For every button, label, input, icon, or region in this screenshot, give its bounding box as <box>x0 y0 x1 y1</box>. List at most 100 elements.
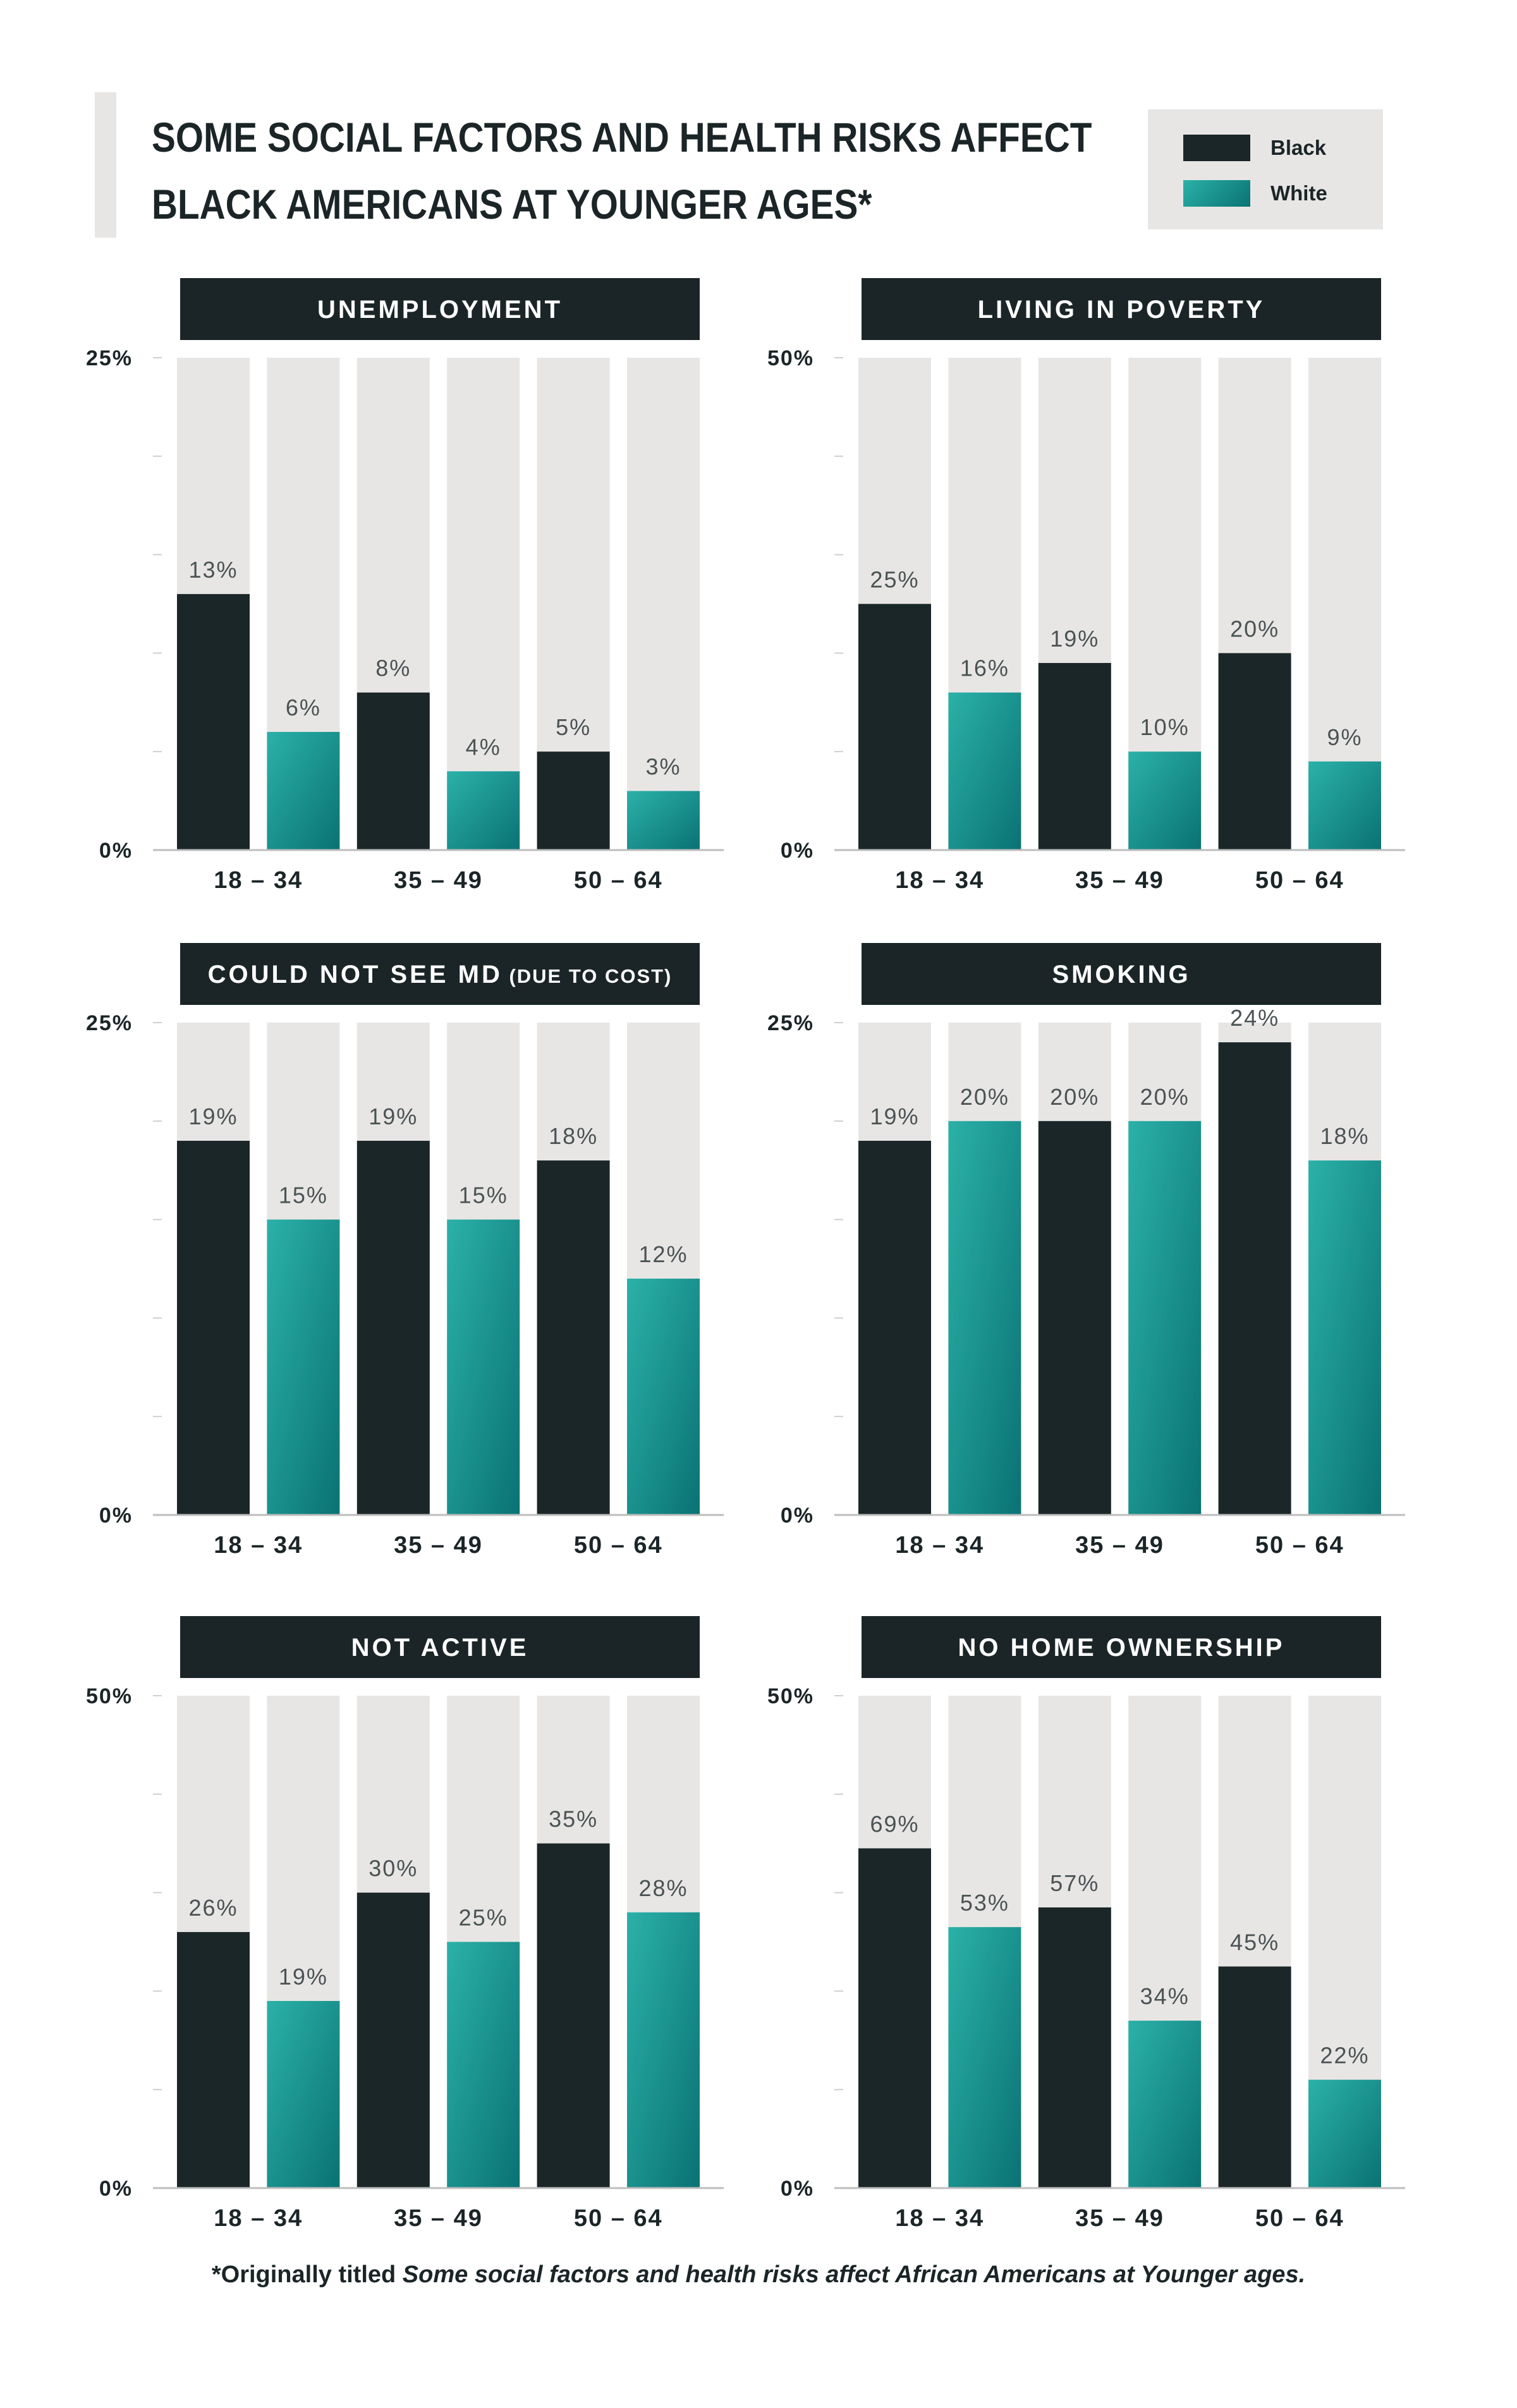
category-label: 18 – 34 <box>895 867 984 894</box>
chart-panel: SMOKING 0% 25% 19% 20% 18 – 34 20% 20% 35 – 49 24… <box>767 943 1405 1559</box>
data-label: 13% <box>188 557 238 583</box>
y-tick-label-max: 25% <box>86 346 133 370</box>
bar-white <box>1128 2021 1202 2188</box>
bar-white <box>627 1279 700 1515</box>
category-label: 35 – 49 <box>1075 1532 1164 1559</box>
data-label: 53% <box>960 1890 1009 1916</box>
bar-white <box>948 1121 1021 1515</box>
data-label: 30% <box>369 1856 418 1882</box>
panel-header-bg <box>862 1616 1381 1678</box>
category-label: 18 – 34 <box>214 2205 303 2232</box>
panel-title: COULD NOT SEE MD (DUE TO COST) <box>208 961 673 988</box>
data-label: 24% <box>1230 1005 1279 1031</box>
data-label: 12% <box>638 1241 688 1267</box>
data-label: 18% <box>549 1123 598 1149</box>
bar-white <box>948 1927 1021 2188</box>
legend-label-black: Black <box>1270 136 1327 159</box>
category-label: 18 – 34 <box>214 1532 303 1559</box>
bar-white <box>447 771 520 850</box>
panel-title-main: UNEMPLOYMENT <box>317 296 563 324</box>
bar-white <box>447 1219 520 1515</box>
bar-white <box>1308 2079 1381 2188</box>
data-label: 28% <box>638 1875 688 1901</box>
panel-title: NOT ACTIVE <box>351 1634 529 1662</box>
panel-header-bg <box>862 943 1381 1005</box>
category-label: 35 – 49 <box>394 867 483 894</box>
bar-black <box>858 1848 931 2188</box>
panel-header-bg <box>180 1616 700 1678</box>
data-label: 26% <box>188 1895 238 1921</box>
chart-panel: NO HOME OWNERSHIP 0% 50% 69% 53% 18 – 34 57% 34… <box>767 1616 1405 2232</box>
legend-item-white: White <box>1183 180 1327 207</box>
panel-title-small: (DUE TO COST) <box>503 965 673 987</box>
data-label: 22% <box>1320 2043 1369 2069</box>
panel-header-bg <box>180 278 700 340</box>
y-tick-label-min: 0% <box>99 1504 133 1528</box>
category-label: 18 – 34 <box>895 2205 984 2232</box>
y-tick-label-min: 0% <box>781 839 814 863</box>
bar-white <box>267 1219 340 1515</box>
data-label: 19% <box>369 1104 418 1129</box>
panel-header-bg <box>180 943 700 1005</box>
data-label: 9% <box>1327 724 1362 750</box>
legend: Black White <box>1148 109 1383 229</box>
data-label: 25% <box>870 567 919 593</box>
data-label: 20% <box>1140 1084 1190 1110</box>
bar-black <box>1218 1042 1291 1515</box>
category-label: 35 – 49 <box>394 2205 483 2232</box>
data-label: 34% <box>1140 1983 1190 2009</box>
panel-title-main: NOT ACTIVE <box>351 1634 529 1662</box>
chart-panel: COULD NOT SEE MD (DUE TO COST) 0% 25% 19% 15… <box>86 943 724 1559</box>
data-label: 18% <box>1320 1123 1369 1149</box>
category-label: 50 – 64 <box>574 2205 663 2232</box>
y-tick-label-max: 50% <box>767 1684 814 1708</box>
category-label: 50 – 64 <box>1255 1532 1344 1559</box>
y-tick-label-max: 25% <box>86 1011 133 1035</box>
y-tick-label-max: 25% <box>767 1011 814 1035</box>
legend-label-white: White <box>1270 181 1327 205</box>
bar-black <box>537 1843 610 2188</box>
data-label: 16% <box>960 655 1009 681</box>
panel-title: SMOKING <box>1052 961 1190 988</box>
title-accent-bar <box>95 92 116 238</box>
bar-white <box>1128 1121 1202 1515</box>
bar-black <box>1218 1966 1291 2188</box>
data-label: 5% <box>556 714 591 740</box>
data-label: 20% <box>1230 616 1279 642</box>
bar-black <box>537 1160 610 1515</box>
footnote-prefix: *Originally titled <box>211 2261 403 2288</box>
bar-white <box>948 692 1021 850</box>
panel-title-main: LIVING IN POVERTY <box>978 296 1265 324</box>
chart-panel: NOT ACTIVE 0% 50% 26% 19% 18 – 34 30% 25% 35 – 4… <box>86 1616 724 2232</box>
category-label: 18 – 34 <box>895 1532 984 1559</box>
bar-black <box>356 1140 430 1515</box>
page-title: SOME SOCIAL FACTORS AND HEALTH RISKS AFF… <box>152 104 1092 238</box>
bar-black <box>1038 1907 1111 2188</box>
data-label: 15% <box>459 1183 508 1208</box>
data-label: 45% <box>1230 1929 1279 1955</box>
data-label: 20% <box>1050 1084 1099 1110</box>
footnote: *Originally titled Some social factors a… <box>0 2261 1517 2289</box>
legend-swatch-white <box>1183 180 1250 207</box>
bar-white <box>627 1912 700 2188</box>
bar-black <box>177 1140 250 1515</box>
bar-white <box>627 791 700 850</box>
category-label: 50 – 64 <box>574 1532 663 1559</box>
y-tick-label-min: 0% <box>99 2177 133 2201</box>
category-label: 50 – 64 <box>1255 2205 1344 2232</box>
bar-track <box>627 358 700 850</box>
data-label: 8% <box>375 655 411 681</box>
bar-white <box>267 732 340 850</box>
bar-white <box>1128 751 1202 850</box>
bar-black <box>356 1892 430 2188</box>
data-label: 35% <box>549 1806 598 1832</box>
category-label: 35 – 49 <box>1075 2205 1164 2232</box>
panel-title: NO HOME OWNERSHIP <box>958 1634 1285 1662</box>
panel-title: UNEMPLOYMENT <box>317 296 563 324</box>
bar-black <box>1218 653 1291 850</box>
chart-panel: LIVING IN POVERTY 0% 50% 25% 16% 18 – 34 19% 10… <box>767 278 1405 894</box>
category-label: 50 – 64 <box>1255 867 1344 894</box>
data-label: 57% <box>1050 1870 1099 1896</box>
bar-white <box>1308 1160 1381 1515</box>
